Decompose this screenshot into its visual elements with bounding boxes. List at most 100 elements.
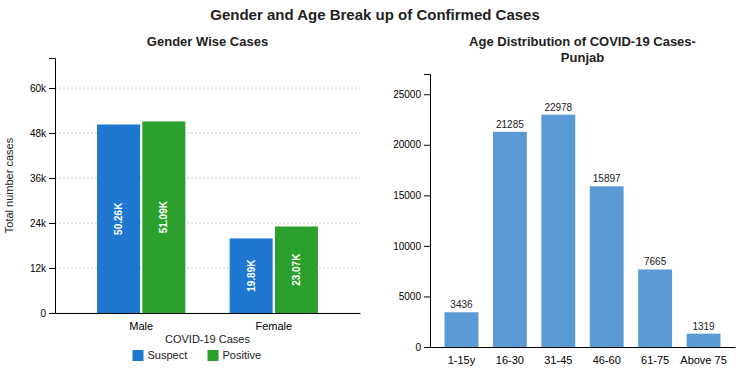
- data-label: 22978: [544, 102, 572, 113]
- x-tick-label: 1-15y: [448, 354, 476, 366]
- x-axis-line: [431, 347, 736, 348]
- data-label: 3436: [450, 299, 473, 310]
- x-tick-label: Above 75: [680, 354, 726, 366]
- y-tick-mark: [424, 145, 430, 146]
- y-tick: 12k: [30, 263, 55, 274]
- y-tick-mark: [49, 178, 55, 179]
- y-tick-label: 60k: [30, 83, 47, 94]
- data-labels: 50.26K 19.89K 51.09K 23.07K: [113, 200, 302, 292]
- bars: [445, 115, 721, 347]
- y-tick: 10000: [393, 241, 430, 252]
- y-tick-mark: [424, 296, 430, 297]
- legend-swatch: [133, 350, 144, 361]
- y-tick-label: 48k: [30, 128, 47, 139]
- bar: [230, 238, 273, 313]
- y-tick: 0: [415, 342, 430, 353]
- chart-svg: Gender and Age Break up of Confirmed Cas…: [0, 0, 750, 369]
- y-tick-mark: [49, 88, 55, 89]
- y-tick-mark: [424, 246, 430, 247]
- x-tick: 16-30: [496, 354, 524, 366]
- data-label: 19.89K: [246, 259, 257, 292]
- legend-item: Positive: [208, 349, 262, 361]
- y-tick-mark: [49, 133, 55, 134]
- bar: [638, 269, 672, 347]
- chart-panel: Gender Wise Cases 0 12k 24k 36k 48k 60k Male Fem…: [3, 34, 361, 361]
- bar: [142, 121, 185, 313]
- y-tick: 24k: [30, 218, 55, 229]
- y-tick: 15000: [393, 190, 430, 201]
- y-tick: 20000: [393, 139, 430, 150]
- y-tick-label: 0: [415, 342, 421, 353]
- x-tick: 46-60: [593, 354, 621, 366]
- y-tick-mark: [424, 94, 430, 95]
- y-tick-label: 5000: [399, 291, 422, 302]
- bars: [97, 121, 318, 313]
- data-label: 51.09K: [158, 200, 169, 233]
- chart-title: Gender Wise Cases: [147, 34, 268, 49]
- y-tick-label: 20000: [393, 139, 421, 150]
- x-tick: 31-45: [544, 354, 572, 366]
- x-tick-label: Female: [255, 320, 292, 332]
- y-tick-mark: [424, 195, 430, 196]
- plot-area: 0 5000 10000 15000 20000 25000 1-15y 16-30 31-45…: [393, 75, 735, 366]
- chart-title: Age Distribution of COVID-19 Cases-Punja…: [469, 34, 696, 65]
- y-tick: 0: [40, 308, 55, 319]
- x-tick: 61-75: [641, 354, 669, 366]
- bar: [493, 132, 527, 347]
- y-tick-label: 24k: [30, 218, 47, 229]
- x-axis-title: COVID-19 Cases: [165, 333, 250, 345]
- plot-area: 0 12k 24k 36k 48k 60k Male Female 50.26K 19.89K 51…: [3, 59, 361, 362]
- legend: Suspect Positive: [133, 349, 262, 361]
- y-tick: 60k: [30, 83, 55, 94]
- y-axis-line: [424, 75, 431, 348]
- x-tick-label: Male: [129, 320, 153, 332]
- data-label: 50.26K: [113, 202, 124, 235]
- chart-panel: Age Distribution of COVID-19 Cases-Punja…: [393, 34, 735, 366]
- chart-title-line: Gender Wise Cases: [147, 34, 268, 49]
- bar: [275, 226, 318, 313]
- y-tick-mark: [49, 313, 55, 314]
- x-axis: Male Female: [56, 314, 361, 332]
- x-axis-line: [56, 313, 361, 314]
- y-tick-label: 36k: [30, 173, 47, 184]
- y-tick-mark: [49, 268, 55, 269]
- y-tick-label: 12k: [30, 263, 47, 274]
- bar: [541, 115, 575, 347]
- bar: [97, 125, 140, 313]
- figure-title: Gender and Age Break up of Confirmed Cas…: [210, 6, 540, 23]
- legend-item: Suspect: [133, 349, 188, 361]
- chart-title-line: Punjab: [561, 50, 604, 65]
- data-label: 7665: [644, 256, 667, 267]
- bar: [687, 334, 721, 347]
- data-label: 23.07K: [291, 253, 302, 286]
- x-tick: Female: [255, 320, 292, 332]
- data-label: 1319: [692, 321, 715, 332]
- y-tick-label: 15000: [393, 190, 421, 201]
- x-tick-label: 61-75: [641, 354, 669, 366]
- data-labels: 3436 21285 22978 15897 7665 1319: [450, 102, 715, 332]
- y-tick-label: 10000: [393, 241, 421, 252]
- x-tick: Male: [129, 320, 153, 332]
- y-tick-mark: [49, 223, 55, 224]
- grid: [55, 88, 360, 313]
- legend-label: Suspect: [148, 349, 188, 361]
- y-axis-line: [49, 59, 56, 314]
- data-label: 15897: [593, 173, 621, 184]
- data-label: 21285: [496, 119, 524, 130]
- y-axis-title: Total number cases: [3, 137, 15, 233]
- bar: [590, 186, 624, 347]
- y-axis: 0 12k 24k 36k 48k 60k: [30, 59, 56, 319]
- legend-swatch: [208, 350, 219, 361]
- y-axis: 0 5000 10000 15000 20000 25000: [393, 75, 430, 353]
- y-tick: 36k: [30, 173, 55, 184]
- y-tick: 5000: [399, 291, 430, 302]
- bar: [445, 312, 479, 347]
- chart-title-line: Age Distribution of COVID-19 Cases-: [469, 34, 696, 49]
- legend-label: Positive: [223, 349, 262, 361]
- x-tick-label: 31-45: [544, 354, 572, 366]
- y-tick-label: 0: [40, 308, 46, 319]
- y-tick-mark: [424, 347, 430, 348]
- x-tick: Above 75: [680, 354, 726, 366]
- y-tick-label: 25000: [393, 89, 421, 100]
- y-tick: 25000: [393, 89, 430, 100]
